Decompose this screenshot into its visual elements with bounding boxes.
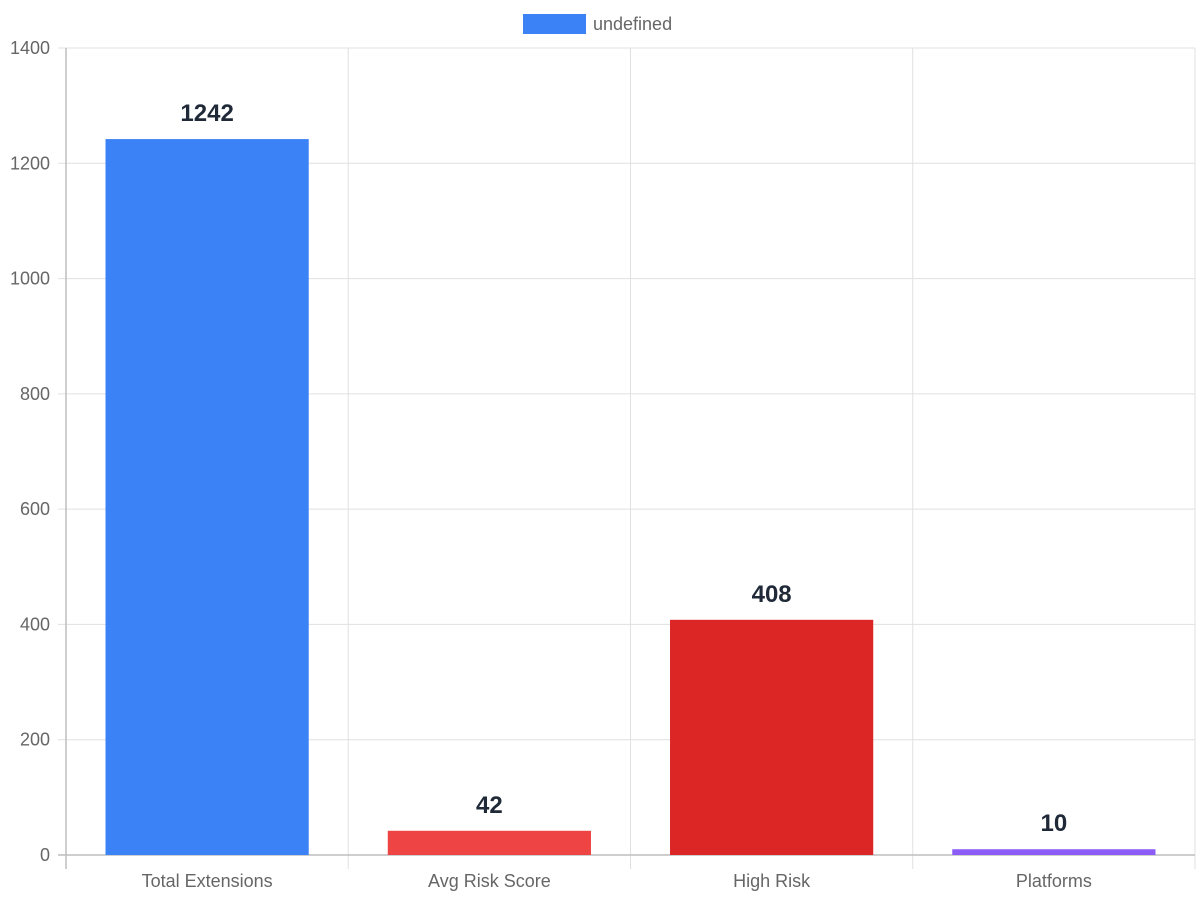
x-tick-labels: Total Extensions Avg Risk Score High Risk P…	[142, 871, 1092, 891]
bar[interactable]	[387, 830, 591, 855]
data-label: 408	[752, 581, 792, 608]
bars	[105, 139, 1156, 856]
bar[interactable]	[670, 619, 874, 855]
legend[interactable]: undefined	[523, 14, 672, 34]
bar[interactable]	[952, 849, 1156, 855]
data-label: 42	[476, 792, 503, 819]
y-tick-label: 600	[20, 499, 50, 519]
data-label: 1242	[180, 100, 233, 127]
bar[interactable]	[105, 139, 309, 856]
y-tick-label: 0	[40, 845, 50, 865]
x-tick-label: Avg Risk Score	[428, 871, 551, 891]
data-label: 10	[1041, 810, 1068, 837]
y-tick-label: 400	[20, 614, 50, 634]
x-tick-label: Total Extensions	[142, 871, 273, 891]
y-tick-label: 1200	[10, 153, 50, 173]
y-tick-label: 200	[20, 730, 50, 750]
legend-label: undefined	[593, 14, 672, 34]
y-tick-label: 1400	[10, 38, 50, 58]
x-tick-label: High Risk	[733, 871, 811, 891]
y-tick-label: 1000	[10, 269, 50, 289]
x-tick-label: Platforms	[1016, 871, 1092, 891]
y-tick-label: 800	[20, 384, 50, 404]
data-labels: 1242 42 408 10	[180, 100, 1067, 837]
y-tick-labels: 0 200 400 600 800 1000 1200 1400	[10, 38, 50, 865]
legend-swatch	[523, 14, 586, 34]
